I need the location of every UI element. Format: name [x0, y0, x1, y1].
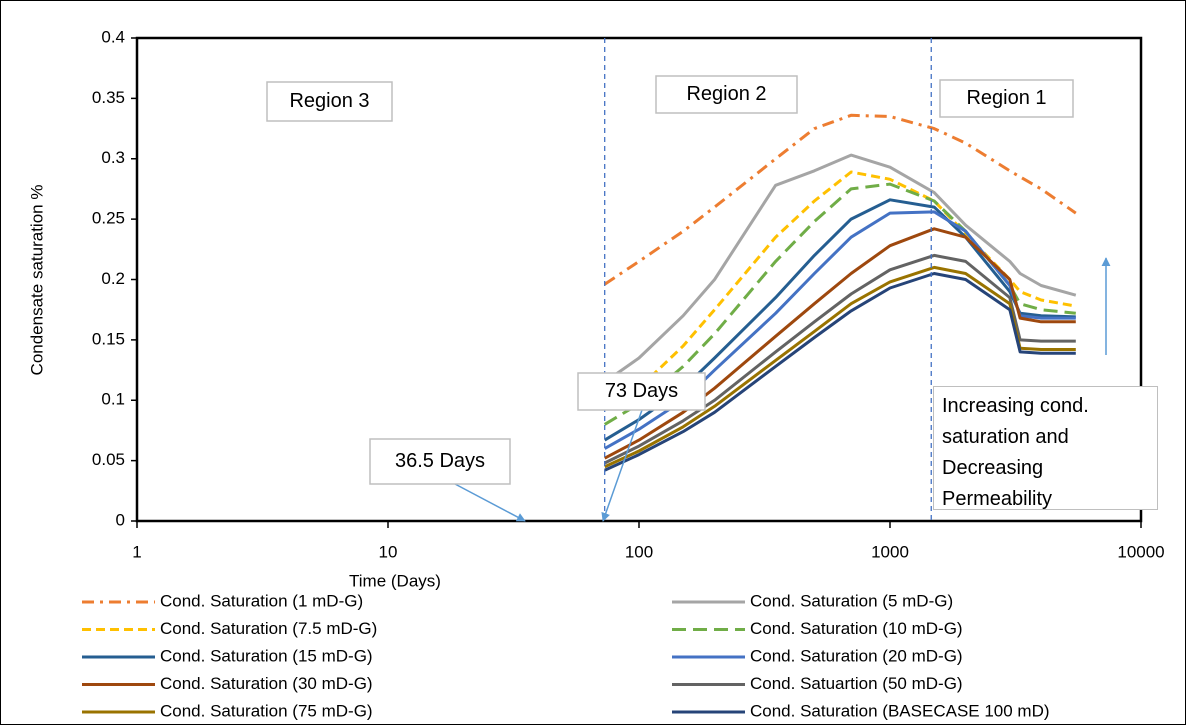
y-axis-title: Condensate saturation %	[27, 185, 46, 376]
series-line	[603, 153, 1077, 384]
y-tick-label: 0.2	[101, 269, 125, 288]
series-line	[603, 170, 1077, 410]
legend-label: Cond. Saturation (BASECASE 100 mD)	[750, 701, 1050, 720]
legend-label: Cond. Satuartion (50 mD-G)	[750, 674, 963, 693]
legend-label: Cond. Saturation (75 mD-G)	[160, 701, 373, 720]
arrow	[454, 483, 526, 522]
y-tick-label: 0.35	[92, 88, 125, 107]
annotation-box	[939, 79, 1074, 118]
legend-label: Cond. Saturation (7.5 mD-G)	[160, 619, 377, 638]
y-tick-label: 0.1	[101, 390, 125, 409]
series-line	[603, 113, 1077, 286]
legend-label: Cond. Saturation (10 mD-G)	[750, 619, 963, 638]
series-line	[604, 272, 1076, 472]
annotation-label: Region 2	[686, 83, 766, 105]
annotation-box: Increasing cond. saturation and Decreasi…	[933, 386, 1158, 510]
annotation-box	[266, 81, 393, 122]
x-tick-label: 1000	[871, 542, 909, 561]
y-tick-label: 0	[116, 510, 125, 529]
annotation-label: 73 Days	[605, 380, 678, 402]
x-tick-label: 100	[625, 542, 653, 561]
annotation-box	[577, 372, 706, 411]
series-line	[604, 253, 1076, 465]
series-line	[603, 182, 1076, 426]
legend-label: Cond. Saturation (15 mD-G)	[160, 646, 373, 665]
y-tick-label: 0.3	[101, 148, 125, 167]
y-tick-label: 0.05	[92, 450, 125, 469]
annotation-label: 36.5 Days	[395, 450, 485, 472]
x-tick-label: 10000	[1117, 542, 1164, 561]
y-tick-label: 0.4	[101, 27, 125, 46]
annotation-box	[369, 438, 511, 485]
annotation-box	[655, 75, 798, 114]
annotation-label: Region 1	[966, 87, 1046, 109]
annotation-label: Region 3	[289, 90, 369, 112]
y-tick-label: 0.25	[92, 209, 125, 228]
x-tick-label: 10	[379, 542, 398, 561]
plot-frame	[135, 36, 1143, 523]
legend-label: Cond. Saturation (1 mD-G)	[160, 591, 363, 610]
x-axis-title: Time (Days)	[349, 571, 441, 590]
legend-label: Cond. Saturation (20 mD-G)	[750, 646, 963, 665]
legend-label: Cond. Saturation (5 mD-G)	[750, 591, 953, 610]
arrow	[601, 409, 643, 522]
x-tick-label: 1	[132, 542, 141, 561]
y-tick-label: 0.15	[92, 329, 125, 348]
legend-label: Cond. Saturation (30 mD-G)	[160, 674, 373, 693]
